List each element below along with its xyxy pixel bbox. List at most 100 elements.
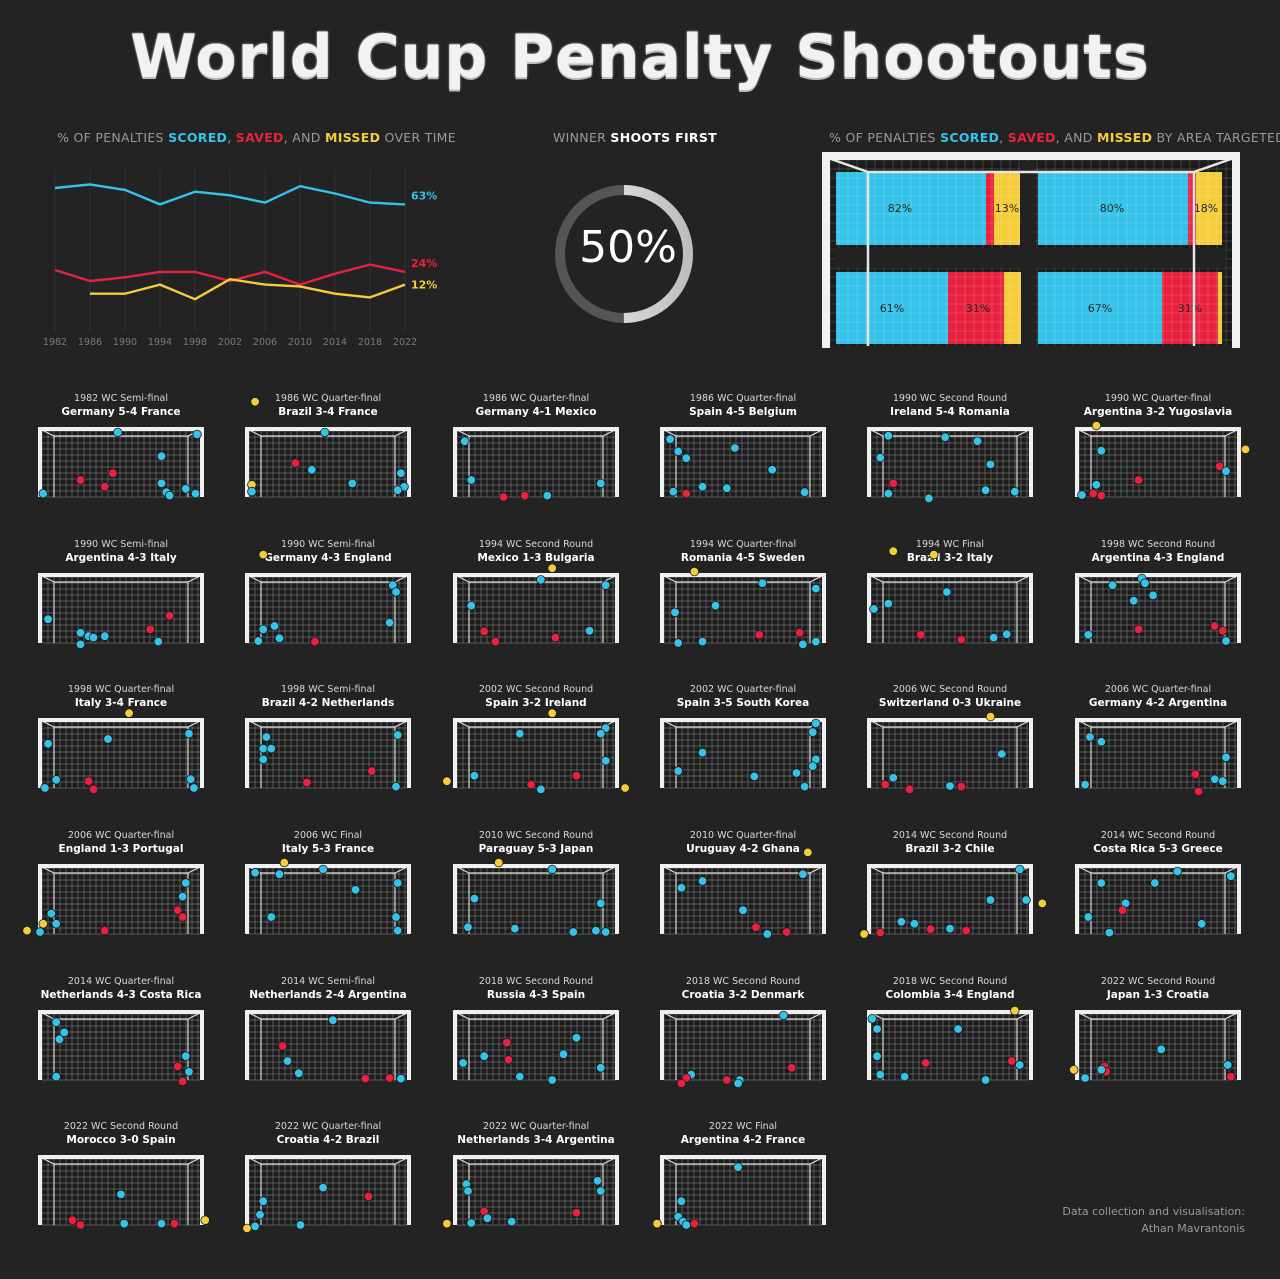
shot-saved — [1226, 1071, 1236, 1082]
net-background — [869, 429, 1031, 497]
goal-net — [1075, 427, 1241, 498]
shot-scored — [799, 781, 810, 792]
goal-net — [660, 1010, 826, 1081]
shot-saved — [302, 777, 312, 788]
right-post — [1237, 1010, 1241, 1080]
left-post — [453, 1010, 457, 1080]
shot-saved — [479, 626, 489, 637]
shootout-card: 2018 WC Second Round Russia 4-3 Spain — [436, 976, 636, 1001]
x-tick-label: 1986 — [78, 337, 102, 348]
shot-scored — [119, 1218, 129, 1229]
shot-missed — [652, 1218, 662, 1229]
line-chart: 1982 1986 1990 1994 1998 2002 2006 2010 2014 2018… — [43, 170, 437, 348]
shot-saved — [571, 1208, 582, 1218]
crossbar — [867, 864, 1033, 868]
shootout-goal — [867, 546, 1033, 645]
shootout-card: 2022 WC Quarter-final Croatia 4-2 Brazil — [228, 1121, 428, 1146]
shot-missed — [247, 480, 257, 490]
shot-dots — [673, 718, 821, 792]
shootout-card: 1990 WC Semi-final Germany 4-3 England — [228, 539, 428, 564]
shootout-card: 1986 WC Quarter-final Germany 4-1 Mexico — [436, 393, 636, 418]
shot-scored — [536, 784, 546, 795]
x-tick-label: 2006 — [253, 337, 277, 348]
shootout-goal — [660, 427, 826, 499]
series-saved-end-label: 24% — [411, 257, 437, 270]
shootout-goal — [652, 1155, 826, 1230]
crossbar — [867, 718, 1033, 722]
shootout-match: Argentina 4-2 France — [680, 1134, 806, 1146]
shootout-match: Colombia 3-4 England — [885, 989, 1015, 1001]
shot-missed — [1010, 1005, 1020, 1016]
shootout-stage: 2002 WC Second Round — [478, 684, 594, 695]
shootout-goal — [660, 847, 826, 939]
shot-scored — [391, 912, 401, 922]
shot-scored — [600, 756, 611, 766]
right-post — [615, 718, 619, 788]
shootout-card: 2006 WC Quarter-final Germany 4-2 Argenti… — [1058, 684, 1258, 709]
net-background — [40, 720, 202, 788]
goal-net — [38, 1010, 204, 1081]
shot-missed — [442, 776, 452, 786]
shot-scored — [75, 639, 86, 650]
shot-saved — [172, 905, 183, 915]
shot-scored — [51, 1017, 61, 1027]
shootout-stage: 2002 WC Quarter-final — [689, 684, 797, 695]
shootout-goal — [660, 718, 826, 792]
left-post — [867, 427, 871, 497]
shot-saved — [751, 922, 761, 932]
shot-scored — [584, 626, 595, 636]
shootout-goal — [867, 427, 1033, 504]
shot-scored — [980, 1075, 991, 1085]
shot-dots — [250, 857, 403, 936]
shot-scored — [59, 1027, 70, 1038]
shot-scored — [116, 1189, 126, 1200]
shootout-stage: 2010 WC Second Round — [478, 830, 594, 841]
zone-scored-label: 80% — [1100, 202, 1124, 215]
shot-saved — [172, 1061, 183, 1072]
left-post — [453, 864, 457, 934]
shot-scored — [35, 927, 45, 937]
net-background — [662, 429, 824, 497]
shot-scored — [673, 446, 683, 457]
shootout-stage: 2010 WC Quarter-final — [689, 830, 797, 841]
shot-scored — [392, 925, 403, 936]
shot-saved — [100, 482, 110, 492]
shot-scored — [458, 1058, 468, 1068]
shot-scored — [463, 922, 473, 932]
shot-saved — [681, 488, 692, 499]
shot-saved — [290, 458, 301, 468]
shootout-stage: 2022 WC Second Round — [63, 1121, 179, 1132]
shootout-stage: 1994 WC Quarter-final — [689, 539, 797, 550]
shot-saved — [1006, 1056, 1017, 1066]
left-post — [867, 573, 871, 643]
shot-scored — [156, 451, 167, 461]
net-background — [869, 720, 1031, 788]
shootout-match: Ireland 5-4 Romania — [890, 406, 1010, 418]
shot-scored — [1221, 752, 1231, 763]
shootout-match: Japan 1-3 Croatia — [1106, 989, 1210, 1001]
shot-saved — [1193, 786, 1204, 797]
shot-scored — [1222, 1060, 1233, 1070]
goal-net — [38, 864, 204, 935]
shot-saved — [786, 1063, 797, 1073]
shot-scored — [670, 607, 680, 618]
shot-scored — [1221, 636, 1231, 646]
shootout-goal — [442, 708, 630, 795]
goal-net — [1075, 864, 1241, 935]
crossbar — [453, 718, 619, 722]
goal-net — [660, 1155, 826, 1226]
shot-missed — [620, 783, 630, 793]
right-post — [200, 718, 204, 788]
left-post — [867, 864, 871, 934]
shot-scored — [686, 1069, 696, 1080]
crossbar — [245, 1155, 411, 1159]
shot-scored — [274, 633, 285, 643]
shot-scored — [181, 1051, 191, 1061]
shootout-card: 2014 WC Semi-final Netherlands 2-4 Argent… — [228, 976, 428, 1001]
shootout-stage: 1994 WC Second Round — [478, 539, 594, 550]
line-chart-title: % of penalties scored, saved, and missed… — [57, 130, 456, 145]
shot-saved — [1133, 624, 1144, 635]
right-post — [822, 1155, 826, 1225]
shootout-goal — [859, 864, 1048, 939]
zone-saved-fill — [1162, 272, 1222, 344]
